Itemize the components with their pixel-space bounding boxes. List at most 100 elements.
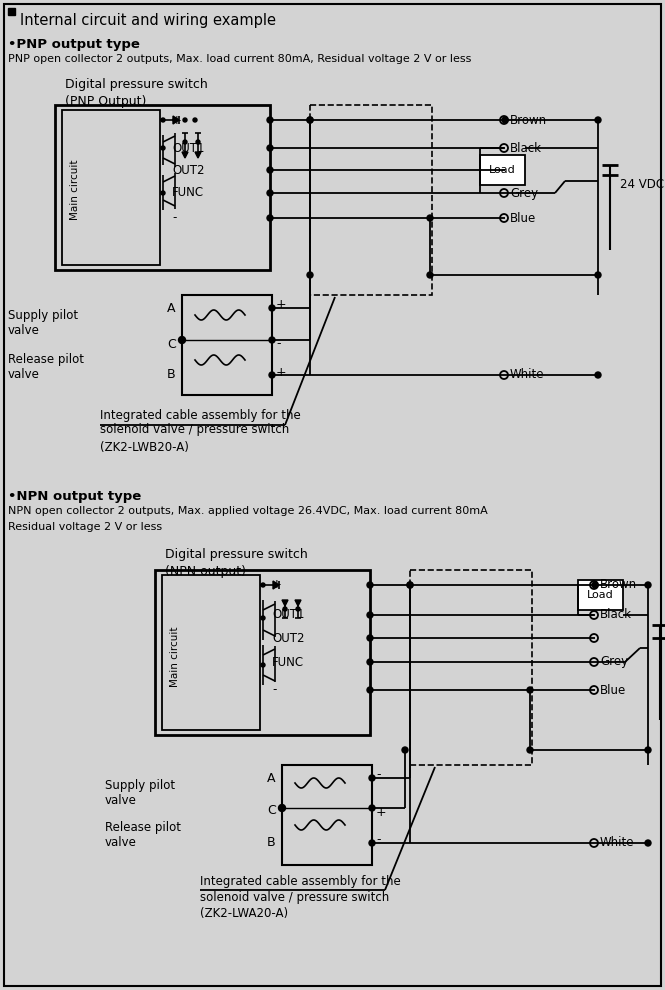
Text: (PNP Output): (PNP Output) xyxy=(65,95,146,108)
Bar xyxy=(310,105,432,295)
Text: (ZK2-LWA20-A): (ZK2-LWA20-A) xyxy=(200,908,288,921)
Circle shape xyxy=(196,140,200,144)
Circle shape xyxy=(367,582,373,588)
Bar xyxy=(410,570,532,765)
Text: -: - xyxy=(172,212,176,225)
Text: FUNC: FUNC xyxy=(172,186,204,200)
Text: OUT2: OUT2 xyxy=(172,163,205,176)
Text: Release pilot: Release pilot xyxy=(8,353,84,366)
Circle shape xyxy=(595,117,601,123)
Polygon shape xyxy=(282,600,288,606)
Circle shape xyxy=(161,118,165,122)
Circle shape xyxy=(279,805,285,812)
Text: OUT1: OUT1 xyxy=(272,609,305,622)
Text: Integrated cable assembly for the: Integrated cable assembly for the xyxy=(100,409,301,422)
Text: Grey: Grey xyxy=(600,655,628,668)
Circle shape xyxy=(645,840,651,846)
Text: +: + xyxy=(276,365,287,378)
Text: +: + xyxy=(272,578,282,591)
Text: •NPN output type: •NPN output type xyxy=(8,490,141,503)
Text: +: + xyxy=(376,806,386,819)
Text: valve: valve xyxy=(105,837,137,849)
Circle shape xyxy=(407,582,413,588)
Text: Blue: Blue xyxy=(600,683,626,697)
Bar xyxy=(480,155,525,185)
Circle shape xyxy=(267,145,273,151)
Text: C: C xyxy=(167,339,176,351)
Text: FUNC: FUNC xyxy=(272,655,304,668)
Circle shape xyxy=(645,582,651,588)
Text: -: - xyxy=(272,683,277,697)
Text: NPN open collector 2 outputs, Max. applied voltage 26.4VDC, Max. load current 80: NPN open collector 2 outputs, Max. appli… xyxy=(8,506,487,516)
Text: Supply pilot: Supply pilot xyxy=(8,309,78,322)
Bar xyxy=(162,575,260,730)
Polygon shape xyxy=(295,600,301,606)
Text: -: - xyxy=(276,338,281,350)
Text: A: A xyxy=(167,302,176,315)
Text: Brown: Brown xyxy=(600,578,637,591)
Circle shape xyxy=(261,583,265,587)
Polygon shape xyxy=(273,581,279,589)
Text: A: A xyxy=(267,771,275,784)
Circle shape xyxy=(261,663,265,667)
Circle shape xyxy=(427,272,433,278)
Polygon shape xyxy=(173,116,179,124)
Circle shape xyxy=(367,687,373,693)
Text: valve: valve xyxy=(8,368,40,381)
Text: Supply pilot: Supply pilot xyxy=(105,778,175,791)
Text: 24 VDC: 24 VDC xyxy=(620,178,664,191)
Bar xyxy=(155,570,370,735)
Bar xyxy=(282,765,372,865)
Text: valve: valve xyxy=(105,794,137,807)
Circle shape xyxy=(502,117,508,123)
Text: Residual voltage 2 V or less: Residual voltage 2 V or less xyxy=(8,522,162,532)
Text: White: White xyxy=(600,837,634,849)
Circle shape xyxy=(193,118,197,122)
Text: OUT1: OUT1 xyxy=(172,142,205,154)
Text: Digital pressure switch: Digital pressure switch xyxy=(165,548,308,561)
Text: +: + xyxy=(172,114,182,127)
Bar xyxy=(182,295,272,395)
Circle shape xyxy=(595,272,601,278)
Circle shape xyxy=(369,805,375,811)
Circle shape xyxy=(367,635,373,641)
Polygon shape xyxy=(182,152,188,158)
Text: C: C xyxy=(267,804,276,817)
Text: Blue: Blue xyxy=(510,212,536,225)
Circle shape xyxy=(307,272,313,278)
Circle shape xyxy=(307,117,313,123)
Text: -: - xyxy=(376,834,380,846)
Text: PNP open collector 2 outputs, Max. load current 80mA, Residual voltage 2 V or le: PNP open collector 2 outputs, Max. load … xyxy=(8,54,471,64)
Text: B: B xyxy=(167,368,176,381)
Text: Main circuit: Main circuit xyxy=(170,627,180,687)
Text: Digital pressure switch: Digital pressure switch xyxy=(65,78,207,91)
Circle shape xyxy=(527,747,533,753)
Text: White: White xyxy=(510,368,545,381)
Circle shape xyxy=(402,747,408,753)
Text: valve: valve xyxy=(8,324,40,337)
Text: (ZK2-LWB20-A): (ZK2-LWB20-A) xyxy=(100,441,189,453)
Circle shape xyxy=(269,337,275,343)
Text: Release pilot: Release pilot xyxy=(105,822,181,835)
Text: solenoid valve / pressure switch: solenoid valve / pressure switch xyxy=(200,890,389,904)
Text: Load: Load xyxy=(489,165,515,175)
Text: -: - xyxy=(376,768,380,781)
Text: Brown: Brown xyxy=(510,114,547,127)
Circle shape xyxy=(267,190,273,196)
Circle shape xyxy=(173,118,177,122)
Text: (NPN output): (NPN output) xyxy=(165,565,246,578)
Circle shape xyxy=(645,747,651,753)
Circle shape xyxy=(267,117,273,123)
Circle shape xyxy=(369,840,375,846)
Circle shape xyxy=(267,167,273,173)
Circle shape xyxy=(367,659,373,665)
Circle shape xyxy=(183,118,187,122)
Text: Integrated cable assembly for the: Integrated cable assembly for the xyxy=(200,875,401,888)
Circle shape xyxy=(178,337,186,344)
Text: solenoid valve / pressure switch: solenoid valve / pressure switch xyxy=(100,424,289,437)
Text: Internal circuit and wiring example: Internal circuit and wiring example xyxy=(20,13,276,28)
Text: Grey: Grey xyxy=(510,186,538,200)
Circle shape xyxy=(161,146,165,150)
Circle shape xyxy=(367,612,373,618)
Circle shape xyxy=(183,140,187,144)
